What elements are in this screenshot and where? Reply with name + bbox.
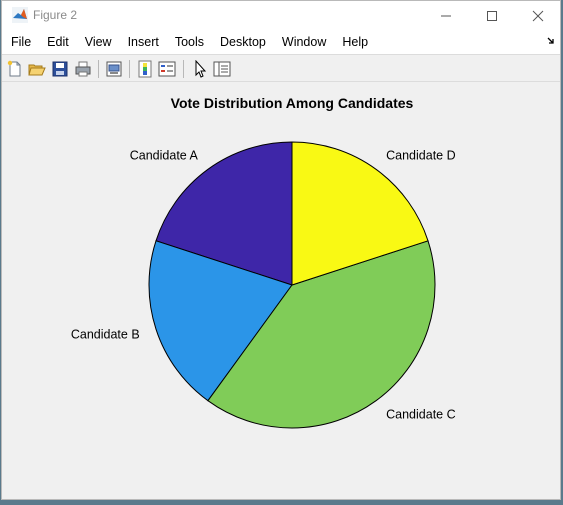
colorbar-icon[interactable] bbox=[136, 60, 154, 78]
matlab-icon bbox=[12, 7, 28, 23]
pie-slice-candidate-b bbox=[148, 240, 293, 402]
menu-desktop[interactable]: Desktop bbox=[220, 35, 266, 49]
print-preview-icon[interactable] bbox=[105, 60, 123, 78]
slice-label: Candidate A bbox=[130, 148, 199, 162]
pie-chart: Vote Distribution Among Candidates Candi… bbox=[71, 95, 456, 429]
title-bar: Figure 2 bbox=[2, 1, 560, 30]
pie-slice-candidate-d bbox=[291, 141, 429, 286]
open-icon[interactable] bbox=[28, 60, 46, 78]
new-figure-icon[interactable] bbox=[6, 60, 24, 78]
dock-arrow-icon[interactable] bbox=[546, 36, 556, 46]
minimize-icon bbox=[441, 15, 451, 16]
figure-toolbar bbox=[2, 54, 560, 82]
plot-area: Vote Distribution Among Candidates Candi… bbox=[2, 82, 560, 500]
menu-bar: File Edit View Insert Tools Desktop Wind… bbox=[2, 30, 560, 54]
menu-tools[interactable]: Tools bbox=[174, 35, 205, 49]
close-button[interactable] bbox=[515, 1, 561, 30]
menu-edit[interactable]: Edit bbox=[47, 35, 69, 49]
pointer-icon[interactable] bbox=[191, 60, 209, 78]
toolbar-separator bbox=[98, 60, 99, 78]
close-icon bbox=[532, 10, 544, 21]
slice-label: Candidate C bbox=[386, 408, 456, 422]
slice-label: Candidate B bbox=[71, 327, 140, 341]
toolbar-separator bbox=[129, 60, 130, 78]
pie-slice-candidate-c bbox=[207, 240, 436, 429]
menu-help[interactable]: Help bbox=[342, 35, 369, 49]
window-title: Figure 2 bbox=[33, 8, 78, 22]
slice-label: Candidate D bbox=[386, 148, 456, 162]
save-icon[interactable] bbox=[51, 60, 69, 78]
maximize-icon bbox=[487, 10, 497, 21]
menu-insert[interactable]: Insert bbox=[127, 35, 159, 49]
property-inspector-icon[interactable] bbox=[213, 60, 231, 78]
chart-title: Vote Distribution Among Candidates bbox=[171, 95, 414, 111]
print-icon[interactable] bbox=[74, 60, 92, 78]
menu-file[interactable]: File bbox=[11, 35, 32, 49]
minimize-button[interactable] bbox=[423, 1, 469, 30]
pie-slice-candidate-a bbox=[155, 141, 293, 286]
legend-icon[interactable] bbox=[158, 60, 176, 78]
toolbar-separator bbox=[183, 60, 184, 78]
maximize-button[interactable] bbox=[469, 1, 515, 30]
menu-window[interactable]: Window bbox=[281, 35, 327, 49]
menu-view[interactable]: View bbox=[84, 35, 112, 49]
